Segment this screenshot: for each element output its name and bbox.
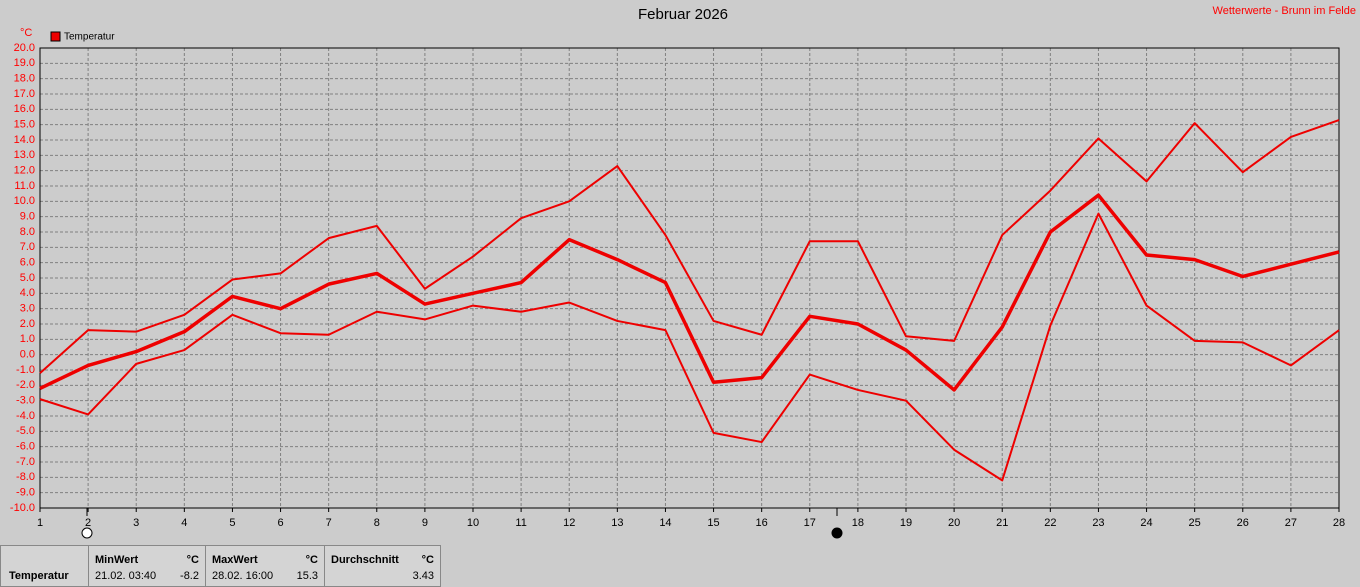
x-tick-label: 4: [181, 517, 187, 529]
y-tick-label: 1.0: [20, 333, 35, 345]
y-tick-label: 18.0: [14, 73, 35, 85]
x-tick-label: 21: [996, 517, 1008, 529]
min-unit: °C: [186, 554, 199, 566]
chart: Februar 2026 Wetterwerte - Brunn im Feld…: [10, 5, 1356, 539]
y-tick-label: -8.0: [16, 471, 35, 483]
x-tick-label: 2: [85, 517, 91, 529]
x-tick-label: 9: [422, 517, 428, 529]
x-tick-label: 14: [659, 517, 671, 529]
y-tick-label: 4.0: [20, 287, 35, 299]
x-tick-label: 15: [707, 517, 719, 529]
max-title: MaxWert: [212, 554, 258, 566]
x-tick-label: 7: [326, 517, 332, 529]
y-tick-label: 9.0: [20, 211, 35, 223]
x-tick-label: 20: [948, 517, 960, 529]
summary-cell: Temperatur: [0, 545, 89, 587]
min-time: 21.02. 03:40: [95, 570, 157, 582]
y-tick-label: 10.0: [14, 195, 35, 207]
x-tick-label: 1: [37, 517, 43, 529]
x-tick-label: 16: [756, 517, 768, 529]
y-tick-label: -2.0: [16, 379, 35, 391]
x-tick-label: 3: [133, 517, 139, 529]
x-tick-label: 26: [1237, 517, 1249, 529]
max-time: 28.02. 16:00: [212, 570, 274, 582]
x-tick-label: 5: [229, 517, 235, 529]
y-tick-label: 15.0: [14, 119, 35, 131]
plot-border: [39, 47, 1340, 509]
moon-icon: [831, 527, 843, 539]
y-tick-label: 13.0: [14, 149, 35, 161]
x-tick-label: 28: [1333, 517, 1345, 529]
max-value: 15.3: [296, 570, 318, 582]
y-tick-label: 14.0: [14, 134, 35, 146]
x-tick-label: 8: [374, 517, 380, 529]
x-tick-label: 17: [804, 517, 816, 529]
x-tick-label: 6: [277, 517, 283, 529]
moon-icon: [81, 527, 93, 539]
x-tick-label: 12: [563, 517, 575, 529]
y-tick-label: -5.0: [16, 425, 35, 437]
legend-swatch: [50, 31, 61, 42]
y-tick-label: 2.0: [20, 318, 35, 330]
y-unit: °C: [20, 27, 32, 39]
summary-cell: Durchschnitt °C 3.43: [324, 545, 441, 587]
y-tick-label: 19.0: [14, 57, 35, 69]
y-tick-label: -3.0: [16, 395, 35, 407]
max-unit: °C: [305, 554, 318, 566]
summary-cell: MaxWert °C 28.02. 16:00 15.3: [205, 545, 325, 587]
x-tick-label: 13: [611, 517, 623, 529]
y-tick-label: 17.0: [14, 88, 35, 100]
x-tick-label: 18: [852, 517, 864, 529]
chart-title: Februar 2026: [638, 6, 728, 23]
y-tick-label: -7.0: [16, 456, 35, 468]
avg-unit: °C: [421, 554, 434, 566]
max-line: [39, 119, 1340, 374]
y-tick-label: -10.0: [10, 502, 35, 514]
x-tick-label: 23: [1092, 517, 1104, 529]
x-tick-label: 27: [1285, 517, 1297, 529]
y-tick-label: 3.0: [20, 303, 35, 315]
y-tick-label: 5.0: [20, 272, 35, 284]
avg-value: 3.43: [412, 570, 434, 582]
y-tick-label: 16.0: [14, 103, 35, 115]
x-tick-label: 11: [515, 517, 526, 529]
y-tick-label: 7.0: [20, 241, 35, 253]
mean-line: [39, 193, 1340, 392]
min-title: MinWert: [95, 554, 139, 566]
legend-label: Temperatur: [64, 32, 115, 43]
y-tick-label: 6.0: [20, 257, 35, 269]
x-tick-label: 24: [1140, 517, 1152, 529]
y-tick-label: -6.0: [16, 441, 35, 453]
summary-label: Temperatur: [9, 570, 69, 582]
y-tick-label: 20.0: [14, 42, 35, 54]
min-line: [39, 212, 1340, 482]
x-tick-label: 25: [1189, 517, 1201, 529]
x-tick-label: 19: [900, 517, 912, 529]
y-tick-label: 12.0: [14, 165, 35, 177]
source-label: Wetterwerte - Brunn im Felde: [1213, 5, 1356, 17]
min-value: -8.2: [180, 570, 199, 582]
y-tick-label: 0.0: [20, 349, 35, 361]
avg-title: Durchschnitt: [331, 554, 399, 566]
x-tick-label: 22: [1044, 517, 1056, 529]
y-tick-label: -1.0: [16, 364, 35, 376]
y-tick-label: 8.0: [20, 226, 35, 238]
x-tick-label: 10: [467, 517, 479, 529]
y-tick-label: -9.0: [16, 487, 35, 499]
summary-cell: MinWert °C 21.02. 03:40 -8.2: [88, 545, 206, 587]
y-tick-label: 11.0: [14, 180, 35, 192]
y-tick-label: -4.0: [16, 410, 35, 422]
